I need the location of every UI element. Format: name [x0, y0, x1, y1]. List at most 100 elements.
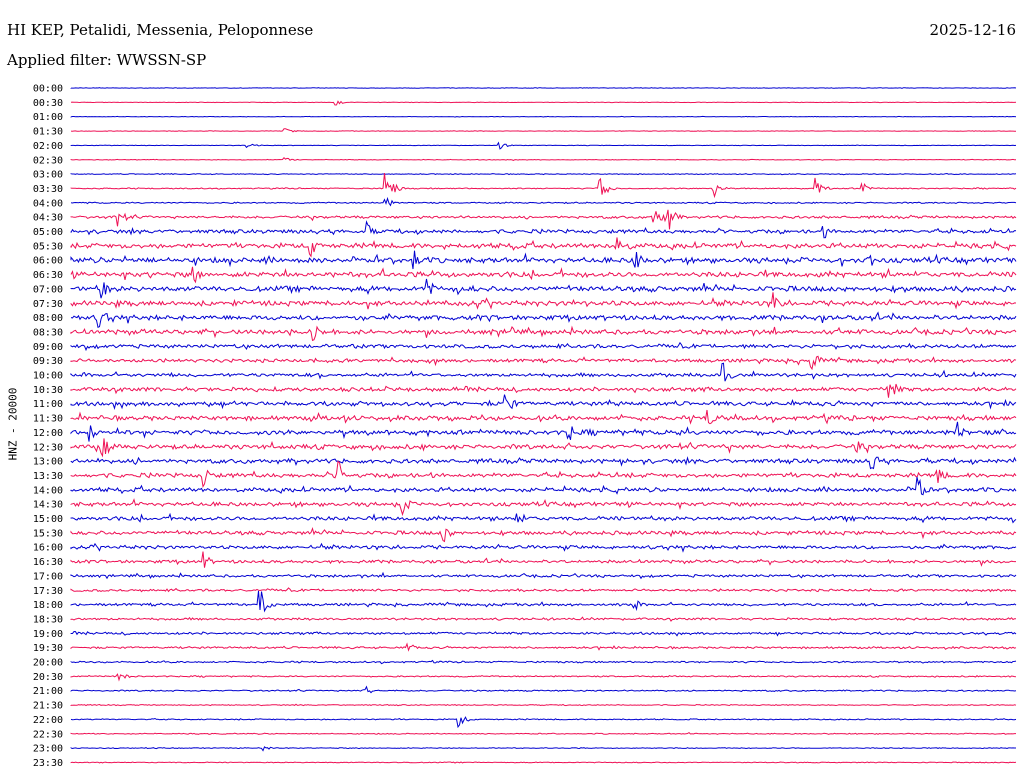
trace-row [70, 172, 1017, 176]
row-time-label: 07:30 [33, 299, 63, 310]
row-time-label: 23:30 [33, 758, 63, 769]
row-time-label: 02:00 [33, 141, 63, 152]
trace-row [70, 250, 1017, 270]
row-time-label: 23:00 [33, 744, 63, 755]
row-time-label: 04:30 [33, 213, 63, 224]
row-time-label: 13:00 [33, 457, 63, 468]
row-time-label: 06:30 [33, 270, 63, 281]
row-time-label: 20:00 [33, 658, 63, 669]
trace-row [70, 421, 1017, 442]
row-time-label: 15:00 [33, 514, 63, 525]
row-time-label: 05:30 [33, 241, 63, 252]
trace-row [70, 542, 1017, 553]
trace-row [70, 100, 1017, 106]
row-time-label: 03:30 [33, 184, 63, 195]
row-time-label: 21:30 [33, 701, 63, 712]
trace-row [70, 498, 1017, 517]
row-time-label: 08:30 [33, 327, 63, 338]
trace-row [70, 209, 1017, 230]
row-time-label: 02:30 [33, 155, 63, 166]
trace-row [70, 278, 1017, 299]
trace-row [70, 673, 1017, 682]
row-time-label: 12:00 [33, 428, 63, 439]
trace-row [70, 115, 1017, 118]
trace-row [70, 590, 1017, 613]
trace-row [70, 87, 1017, 89]
row-time-label: 19:30 [33, 643, 63, 654]
trace-row [70, 512, 1017, 524]
trace-row [70, 220, 1017, 239]
row-time-label: 05:00 [33, 227, 63, 238]
row-time-label: 22:30 [33, 729, 63, 740]
row-time-label: 00:30 [33, 98, 63, 109]
row-time-label: 04:00 [33, 198, 63, 209]
trace-row [70, 527, 1017, 543]
trace-row [70, 460, 1017, 488]
row-time-label: 16:30 [33, 557, 63, 568]
trace-row [70, 141, 1017, 150]
trace-row [70, 731, 1016, 735]
date-label: 2025-12-16 [929, 21, 1016, 39]
trace-row [70, 551, 1016, 568]
row-time-label: 14:30 [33, 500, 63, 511]
trace-row [70, 587, 1017, 593]
trace-row [70, 716, 1017, 729]
trace-row [70, 362, 1017, 382]
row-time-label: 12:30 [33, 442, 63, 453]
trace-row [70, 173, 1017, 199]
row-time-label: 20:30 [33, 672, 63, 683]
trace-row [70, 761, 1017, 764]
row-time-label: 14:00 [33, 485, 63, 496]
row-time-label: 09:00 [33, 342, 63, 353]
trace-row [70, 325, 1017, 342]
row-label-group: 00:00 00:30 01:00 01:30 02:00 02:30 03:00 03:30… [33, 84, 63, 769]
trace-row [70, 616, 1017, 622]
trace-row [70, 196, 1017, 207]
trace-row [70, 128, 1016, 133]
filter-label: Applied filter: WWSSN-SP [7, 51, 207, 69]
trace-row [70, 383, 1017, 398]
row-time-label: 07:00 [33, 284, 63, 295]
trace-row [70, 476, 1017, 496]
trace-row [70, 571, 1017, 580]
row-time-label: 03:00 [33, 170, 63, 181]
row-time-label: 17:30 [33, 586, 63, 597]
row-time-label: 06:00 [33, 256, 63, 267]
trace-row [70, 266, 1017, 284]
row-time-label: 18:00 [33, 600, 63, 611]
row-time-label: 11:30 [33, 414, 63, 425]
trace-row [70, 355, 1017, 371]
row-time-label: 17:00 [33, 571, 63, 582]
row-time-label: 00:00 [33, 84, 63, 95]
trace-row [70, 642, 1017, 652]
trace-row [70, 456, 1017, 470]
row-time-label: 21:00 [33, 686, 63, 697]
row-time-label: 11:00 [33, 399, 63, 410]
trace-group [70, 87, 1017, 764]
station-title: HI KEP, Petalidi, Messenia, Peloponnese [7, 21, 314, 39]
trace-row [70, 237, 1017, 258]
row-time-label: 01:00 [33, 112, 63, 123]
trace-row [70, 746, 1016, 752]
row-time-label: 19:00 [33, 629, 63, 640]
trace-row [70, 659, 1017, 665]
row-time-label: 09:30 [33, 356, 63, 367]
row-time-label: 01:30 [33, 127, 63, 138]
row-time-label: 16:00 [33, 543, 63, 554]
trace-row [70, 292, 1017, 310]
row-time-label: 10:00 [33, 371, 63, 382]
row-time-label: 13:30 [33, 471, 63, 482]
trace-row [70, 156, 1016, 161]
row-time-label: 08:00 [33, 313, 63, 324]
row-time-label: 22:00 [33, 715, 63, 726]
row-time-label: 18:30 [33, 614, 63, 625]
trace-row [70, 341, 1017, 352]
trace-row [70, 409, 1017, 425]
trace-row [70, 438, 1017, 458]
trace-row [70, 703, 1017, 707]
trace-row [70, 630, 1017, 637]
trace-row [70, 685, 1017, 694]
trace-row [70, 311, 1017, 329]
row-time-label: 10:30 [33, 385, 63, 396]
